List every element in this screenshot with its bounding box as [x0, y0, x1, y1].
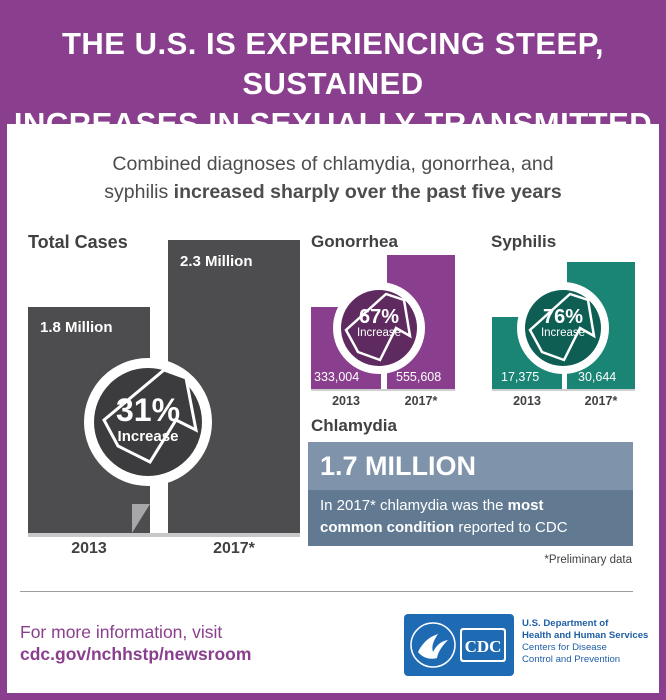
- agency-line-3: Centers for Disease: [522, 642, 607, 653]
- total-year-2013: 2013: [71, 540, 107, 557]
- syphilis-2017-value: 30,644: [578, 370, 617, 384]
- syphilis-year-2017: 2017*: [584, 394, 618, 408]
- total-increase-label: Increase: [117, 428, 179, 445]
- gonorrhea-label: Gonorrhea: [311, 232, 398, 251]
- syphilis-2013-value: 17,375: [501, 370, 540, 384]
- chlamydia-headline: 1.7 MILLION: [320, 451, 477, 481]
- syphilis-label: Syphilis: [491, 232, 557, 251]
- gonorrhea-2013-value: 333,004: [314, 370, 360, 384]
- frame-border-bottom: [0, 693, 666, 700]
- headline: THE U.S. IS EXPERIENCING STEEP, SUSTAINE…: [0, 24, 666, 184]
- syphilis-increase-label: Increase: [540, 327, 586, 339]
- gonorrhea-2017-value: 555,608: [396, 370, 442, 384]
- footer-divider: [20, 591, 633, 592]
- frame-border-right: [659, 124, 666, 700]
- total-cases-baseline: [28, 533, 300, 537]
- chlamydia-desc-bold1: most: [507, 497, 544, 514]
- syphilis-year-2013: 2013: [513, 394, 541, 408]
- syphilis-increase-percent: 76%: [542, 306, 584, 328]
- total-increase-arrow: [102, 368, 199, 464]
- total-increase-percent: 31%: [115, 392, 181, 428]
- chlamydia-desc-part2: reported to CDC: [454, 519, 568, 536]
- gonorrhea-increase-label: Increase: [356, 327, 402, 339]
- gonorrhea-year-2017: 2017*: [404, 394, 438, 408]
- hhs-cdc-logo: CDC: [404, 614, 514, 676]
- cdc-logo-text: CDC: [465, 637, 502, 656]
- subtitle: Combined diagnoses of chlamydia, gonorrh…: [20, 150, 646, 206]
- syphilis-increase-arrow: [528, 292, 596, 362]
- headline-line-2: INCREASES IN SEXUALLY TRANSMITTED DISEAS…: [13, 106, 653, 181]
- gonorrhea-year-2013: 2013: [332, 394, 360, 408]
- gonorrhea-increase-percent: 67%: [358, 306, 400, 328]
- agency-names: U.S. Department of Health and Human Serv…: [522, 618, 648, 666]
- chlamydia-desc-bold2: common condition: [320, 519, 455, 536]
- frame-border-left: [0, 124, 7, 700]
- gonorrhea-increase-arrow: [344, 292, 412, 362]
- subtitle-line-1: Combined diagnoses of chlamydia, gonorrh…: [112, 153, 554, 175]
- total-year-2017: 2017*: [213, 540, 255, 557]
- gonorrhea-baseline: [311, 389, 455, 391]
- more-info-link[interactable]: cdc.gov/nchhstp/newsroom: [20, 644, 252, 664]
- hhs-eagle-icon: [418, 634, 448, 659]
- chlamydia-desc-part1: In 2017* chlamydia was the: [320, 497, 508, 514]
- agency-line-4: Control and Prevention: [522, 654, 621, 665]
- hhs-cdc-logo-art: CDC: [410, 622, 506, 668]
- header-banner: THE U.S. IS EXPERIENCING STEEP, SUSTAINE…: [0, 0, 666, 181]
- chlamydia-label: Chlamydia: [311, 416, 397, 435]
- subtitle-line-2: syphilis increased sharply over the past…: [20, 178, 646, 206]
- headline-line-1: THE U.S. IS EXPERIENCING STEEP, SUSTAINE…: [61, 26, 605, 101]
- hhs-seal-ring: [410, 622, 456, 668]
- total-2013-value: 1.8 Million: [40, 319, 113, 336]
- cdc-logo-inner: [462, 630, 504, 660]
- syphilis-baseline: [492, 389, 635, 391]
- footnote: *Preliminary data: [544, 554, 632, 566]
- subtitle-line-2-plain: syphilis: [104, 181, 174, 203]
- agency-line-1: U.S. Department of: [522, 618, 609, 629]
- total-cases-label: Total Cases: [28, 232, 128, 252]
- more-info-text: For more information, visit: [20, 622, 223, 642]
- chlamydia-box: 1.7 MILLION In 2017* chlamydia was the m…: [308, 442, 633, 546]
- subtitle-line-2-bold: increased sharply over the past five yea…: [173, 181, 562, 203]
- total-2017-value: 2.3 Million: [180, 253, 253, 270]
- chlamydia-header: 1.7 MILLION: [308, 442, 633, 490]
- chlamydia-description: In 2017* chlamydia was the most common co…: [320, 495, 625, 539]
- agency-line-2: Health and Human Services: [522, 630, 649, 641]
- total-bar-2013-fold-light: [132, 504, 150, 533]
